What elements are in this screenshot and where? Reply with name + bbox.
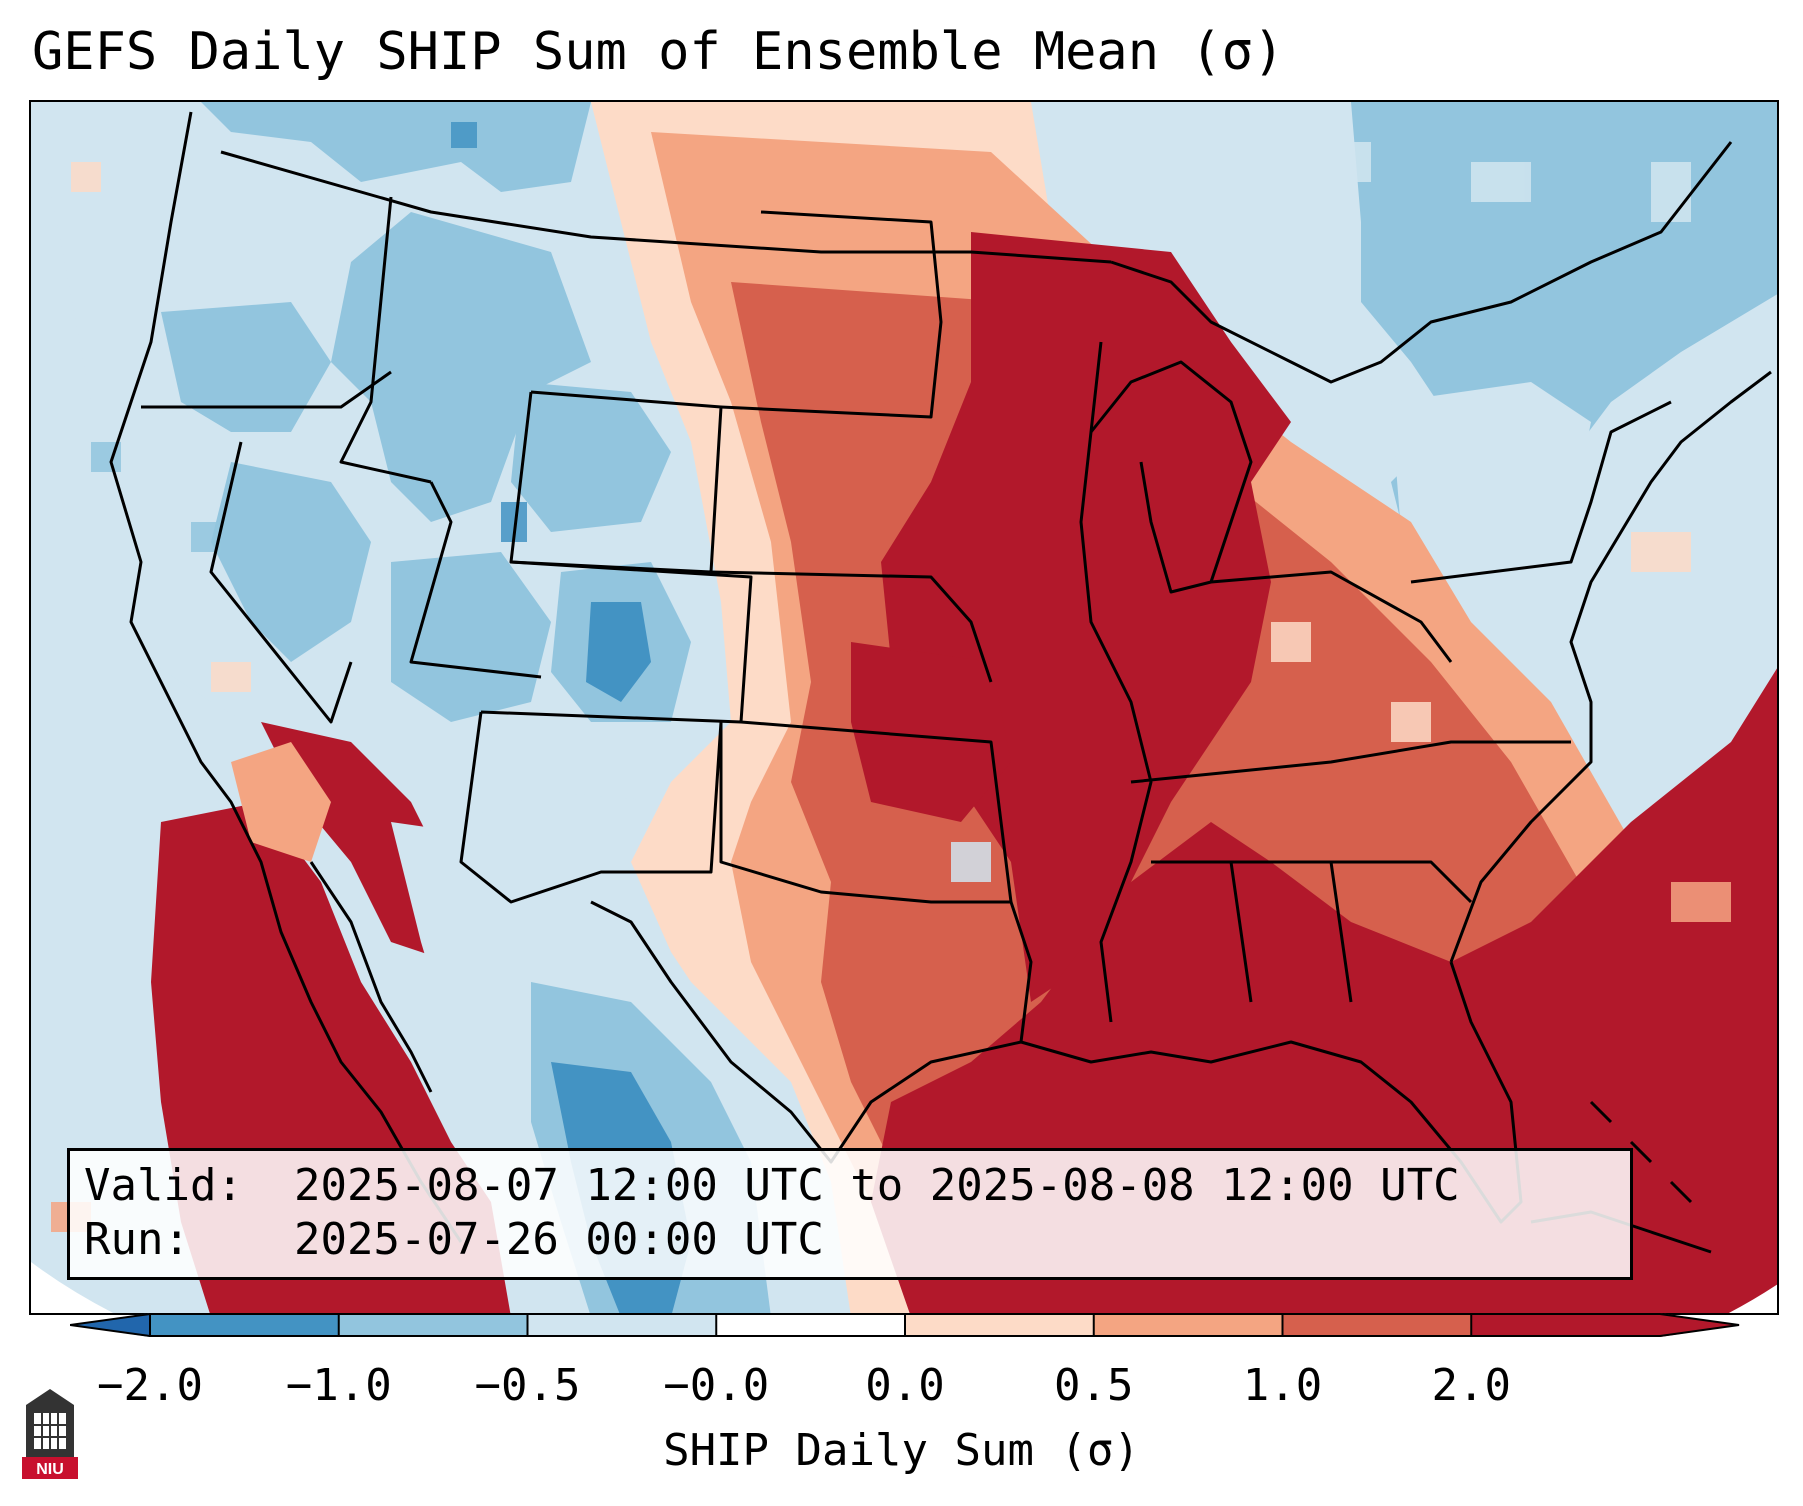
bahamas xyxy=(1589,1100,1693,1204)
kansas-oklahoma xyxy=(740,720,1013,903)
projection-edge-se xyxy=(1728,1284,1777,1313)
map-panel xyxy=(29,100,1779,1315)
nevada-border xyxy=(209,441,353,724)
ship-anomaly-map xyxy=(31,102,1777,1313)
field-region-medium-blue-oregon xyxy=(161,302,331,432)
colorbar-tick-label: −0.5 xyxy=(474,1360,581,1411)
colorbar-tick-label: 2.0 xyxy=(1431,1360,1511,1411)
nm-az-border xyxy=(459,711,723,904)
logo-text: NIU xyxy=(36,1461,64,1478)
canada-border xyxy=(220,150,1112,264)
tennessee-kentucky xyxy=(1130,740,1571,784)
boundaries xyxy=(109,111,1772,1254)
alabama-georgia xyxy=(1229,861,1353,1003)
colorado-border xyxy=(480,560,753,724)
colorbar-segment xyxy=(1093,1313,1283,1337)
run-value: 2025-07-26 00:00 UTC xyxy=(294,1214,824,1265)
projection-edge-sw xyxy=(31,1262,114,1313)
colorbar-tick-label: −2.0 xyxy=(97,1360,203,1411)
northeast-states xyxy=(1410,400,1672,584)
mississippi-river xyxy=(1079,341,1153,1023)
colorbar-label: SHIP Daily Sum (σ) xyxy=(663,1425,1140,1476)
colorbar-segment xyxy=(1471,1313,1661,1337)
great-lakes-north-shore xyxy=(1110,141,1733,384)
field-region-light-blue-newyork xyxy=(1391,382,1591,602)
valid-value: 2025-08-07 12:00 UTC to 2025-08-08 12:00… xyxy=(294,1160,1460,1211)
colorbar-segment xyxy=(338,1313,528,1337)
map-title: GEFS Daily SHIP Sum of Ensemble Mean (σ) xyxy=(32,22,1285,82)
colorbar-tick-label: −0.0 xyxy=(663,1360,770,1411)
field-region-deep-red-kansas xyxy=(851,642,1011,822)
atlantic-coast xyxy=(1449,370,1772,963)
field-region-medium-blue-wyoming xyxy=(511,382,671,532)
field-region-salmon-mexico xyxy=(231,742,331,862)
field-texture-blocks xyxy=(51,122,1731,1232)
wa-or-border xyxy=(141,370,392,409)
michigan-lakes xyxy=(1089,360,1253,594)
colorbar-tick-label: 1.0 xyxy=(1242,1360,1323,1411)
colorbar-extend-low xyxy=(70,1313,150,1337)
colorbar-segment xyxy=(905,1313,1095,1337)
field-region-medium-blue-nevada xyxy=(211,462,371,662)
field-region-medium-blue-idaho xyxy=(331,212,591,522)
field-region-deep-red-midwest xyxy=(881,232,1291,1002)
field-region-medium-blue-northwest xyxy=(201,102,591,192)
colorbar xyxy=(70,1313,1740,1337)
niu-logo: NIU xyxy=(22,1389,78,1479)
colorbar-segment xyxy=(150,1313,340,1337)
colorbar-tick-label: 0.5 xyxy=(1054,1360,1134,1411)
run-label: Run: xyxy=(84,1214,190,1265)
pacific-coastline xyxy=(109,111,463,1243)
field-region-dark-blue-colorado xyxy=(586,602,651,702)
southeast-states xyxy=(1151,860,1473,904)
dakotas xyxy=(720,210,943,419)
validity-info-box: Valid: 2025-08-07 12:00 UTC to 2025-08-08… xyxy=(67,1148,1633,1280)
utah-border xyxy=(409,481,542,679)
colorbar-segment xyxy=(1282,1313,1472,1337)
colorbar-segment xyxy=(716,1313,906,1337)
colorbar-segment xyxy=(527,1313,717,1337)
colorbar-tick-label: 0.0 xyxy=(865,1360,945,1411)
colorbar-extend-high xyxy=(1660,1313,1740,1337)
baja-peninsula xyxy=(309,861,433,1093)
nebraska xyxy=(710,570,993,683)
gulf-coast xyxy=(1020,961,1523,1224)
valid-label: Valid: xyxy=(84,1160,243,1211)
ohio-valley xyxy=(1210,570,1453,663)
colorbar-tick-label: −1.0 xyxy=(285,1360,392,1411)
texas-outline xyxy=(590,722,1033,1164)
idaho-montana xyxy=(339,196,432,484)
